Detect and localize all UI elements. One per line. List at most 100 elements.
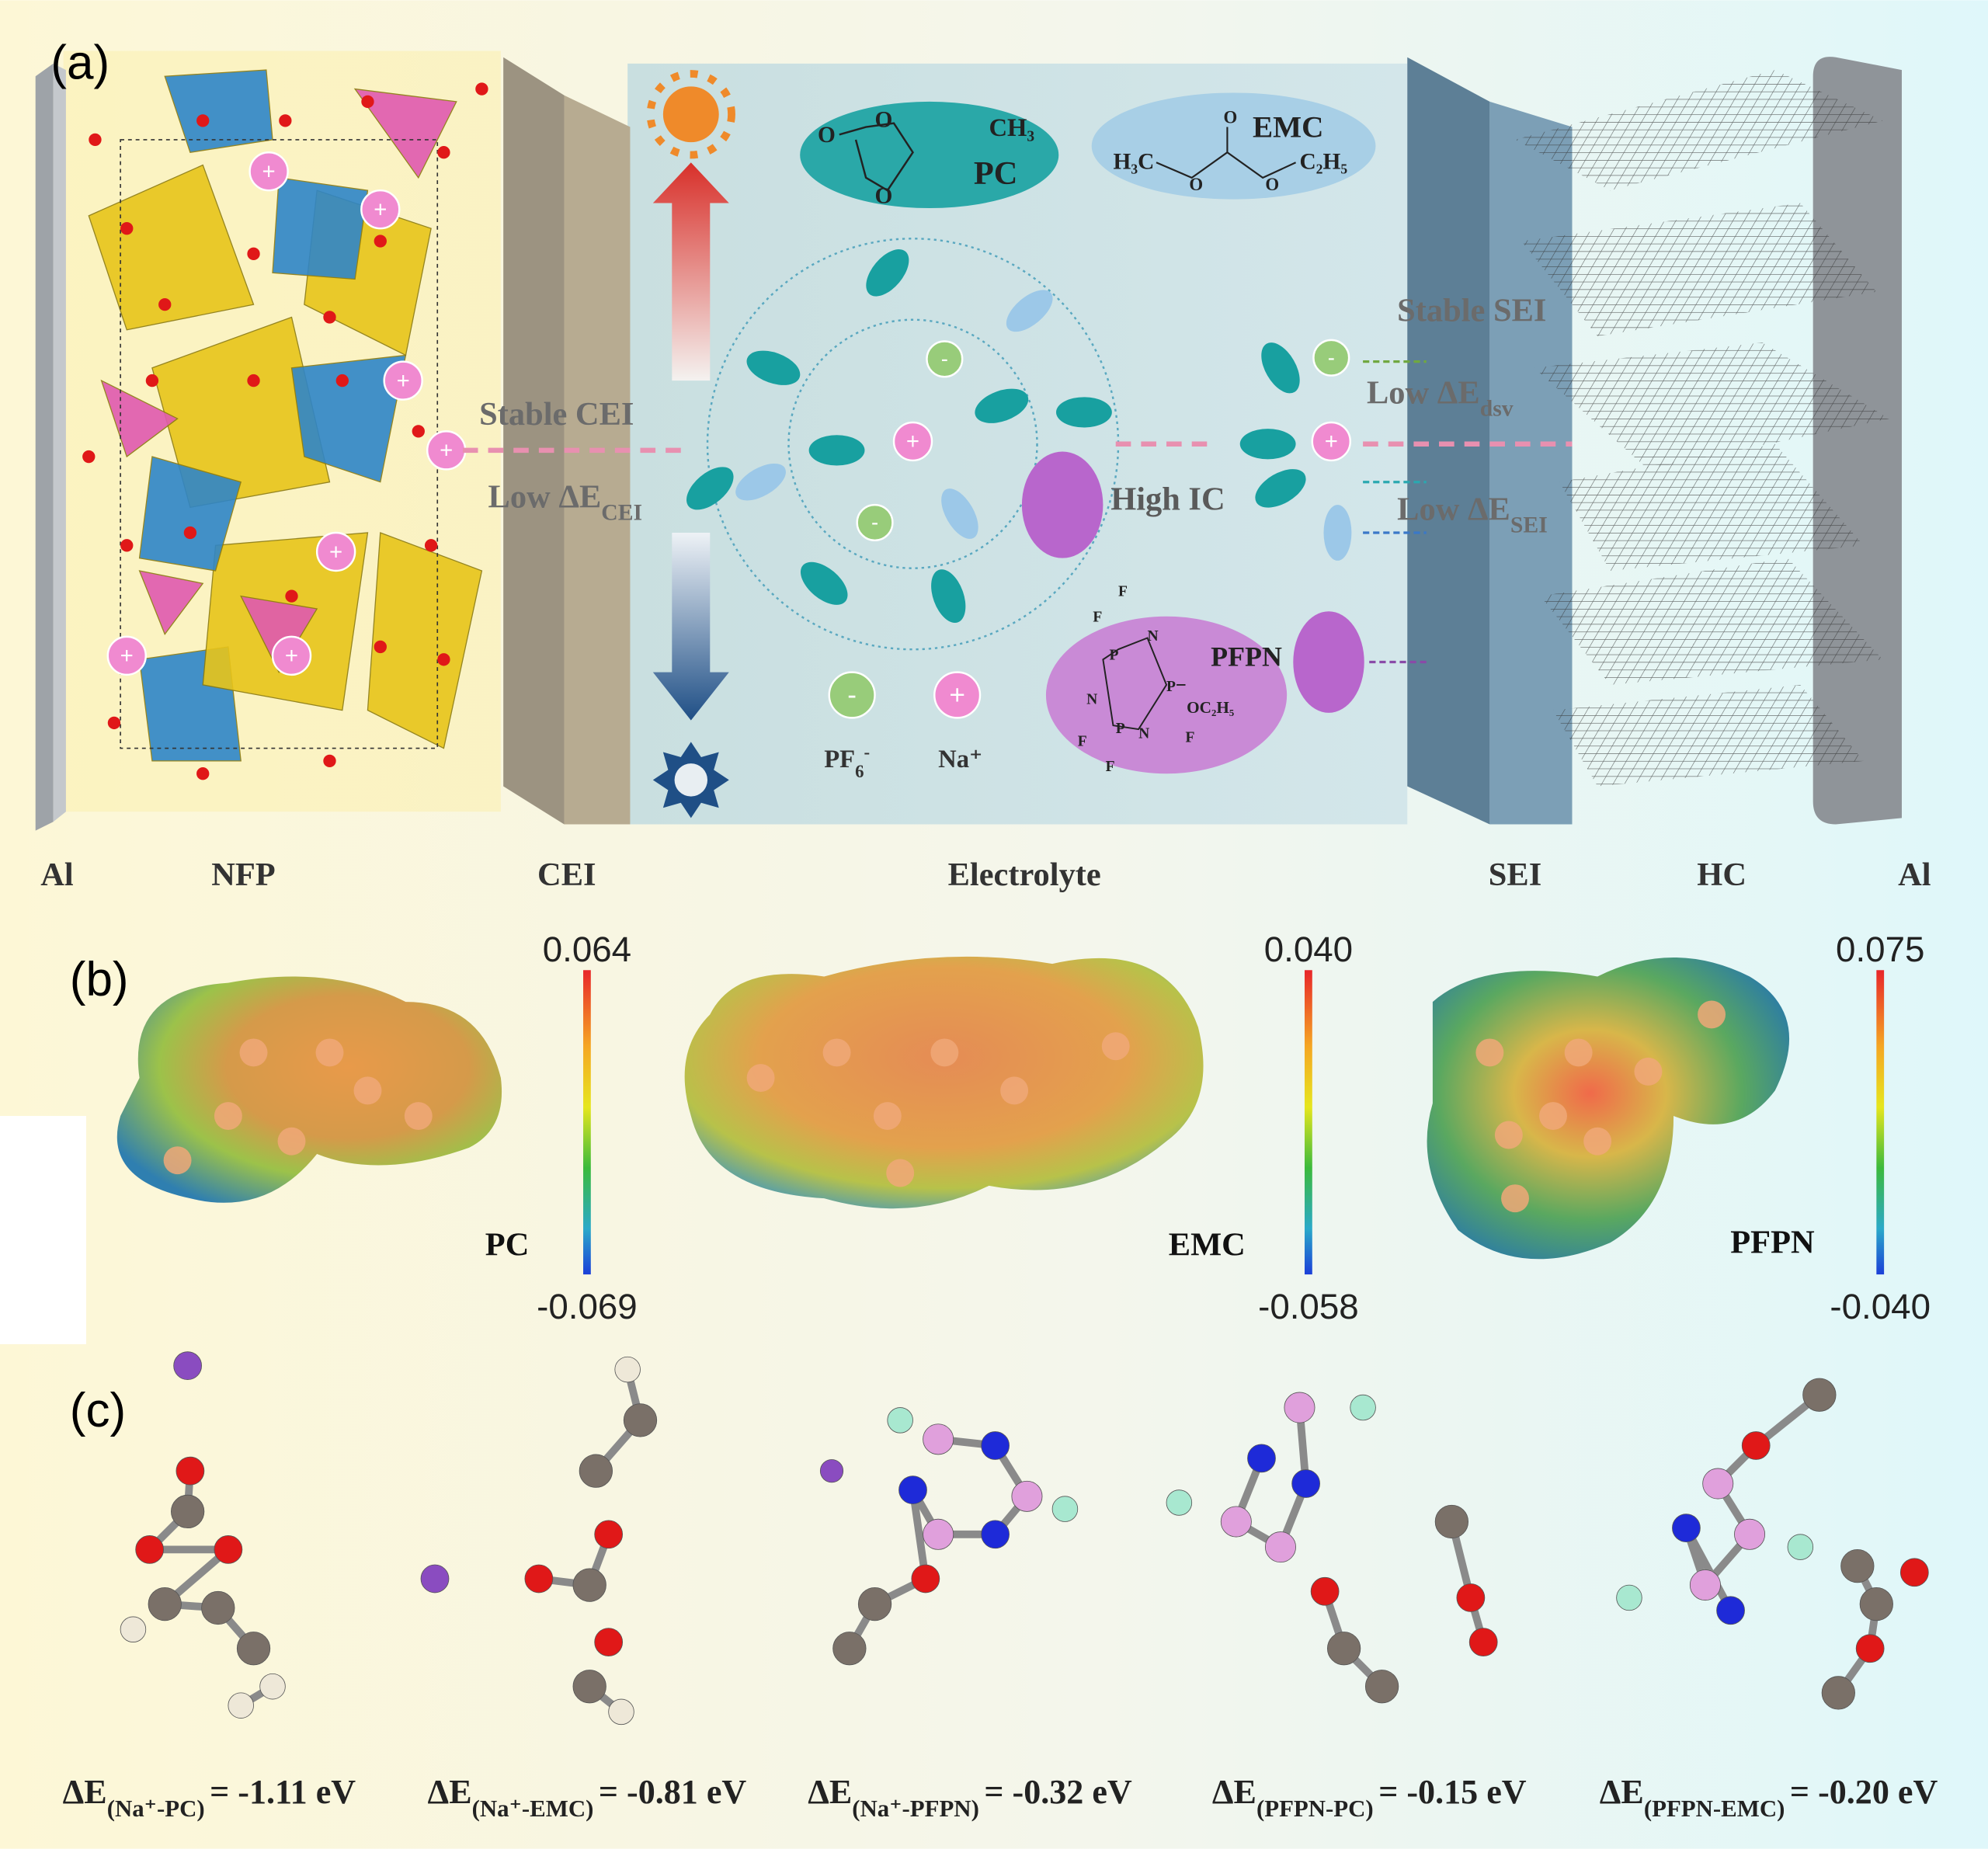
ion	[1312, 339, 1350, 377]
sei-slab	[1489, 101, 1573, 825]
main-text: ΔE	[808, 1773, 852, 1811]
layer-label: NFP	[211, 857, 276, 893]
atom	[1616, 1584, 1642, 1611]
layer-label: SEI	[1489, 857, 1541, 893]
atom	[1583, 1127, 1612, 1156]
sup-text: -	[864, 742, 871, 762]
ion	[315, 531, 356, 572]
atom	[887, 1407, 913, 1434]
atom	[1564, 1038, 1593, 1067]
atom	[420, 1564, 450, 1594]
main-text: Low ΔE	[1367, 374, 1480, 411]
ion	[926, 340, 964, 378]
ion-sign: +	[906, 429, 919, 454]
layer-label: Al	[1898, 857, 1931, 893]
atom	[201, 1590, 235, 1625]
atom	[353, 1076, 382, 1105]
binding-energy: ΔE(Na⁺-PFPN) = -0.32 eV	[808, 1773, 1132, 1822]
atom	[1672, 1514, 1701, 1543]
atom	[1326, 1632, 1361, 1666]
atom	[176, 1456, 205, 1486]
sub-text: dsv	[1480, 396, 1514, 421]
atom	[594, 1628, 624, 1656]
pfpn-molecule	[1021, 451, 1103, 558]
reduction-icon-center	[674, 763, 708, 797]
molecule-name: PC	[974, 155, 1018, 192]
colorbar	[1305, 970, 1312, 1275]
atom	[1702, 1468, 1734, 1500]
atom	[572, 1568, 606, 1602]
ions: + + - - - - +	[462, 249, 1573, 719]
atom	[930, 1038, 959, 1067]
atom	[579, 1454, 613, 1488]
main-text: ΔE	[63, 1773, 107, 1811]
formula-text: CH₃	[989, 114, 1034, 142]
polyhedron	[138, 456, 242, 572]
atom	[163, 1146, 192, 1175]
atom	[171, 1494, 205, 1529]
annotation: Low ΔECEI	[488, 478, 643, 525]
ion-sign: +	[397, 368, 410, 394]
ion	[360, 189, 401, 230]
atom	[524, 1564, 554, 1594]
layer-label: Electrolyte	[948, 857, 1101, 893]
atom	[1468, 1628, 1498, 1656]
colorbar-min: -0.040	[1830, 1287, 1931, 1326]
atom	[1899, 1558, 1929, 1587]
solvent-molecule	[800, 561, 848, 605]
oxygen-atom	[120, 539, 134, 552]
oxygen-atom	[279, 114, 292, 127]
molecule-name: PFPN	[1211, 641, 1282, 672]
binding-energy: ΔE(PFPN-EMC) = -0.20 eV	[1600, 1773, 1938, 1822]
atom	[1741, 1431, 1771, 1460]
atom	[614, 1356, 641, 1383]
molecule-name: EMC	[1253, 111, 1323, 144]
atom-label: N	[1138, 725, 1149, 742]
atom	[1539, 1102, 1567, 1130]
solvent-molecule	[1255, 469, 1306, 508]
ion	[271, 635, 312, 676]
graphene-sheet	[1521, 203, 1877, 336]
oxygen-atom	[335, 374, 349, 388]
solvent-molecule	[808, 435, 865, 466]
oxygen-atom	[196, 114, 210, 127]
atom-label: F	[1093, 609, 1102, 625]
atom	[1011, 1480, 1043, 1512]
atom	[315, 1038, 344, 1067]
unit-cell	[120, 139, 439, 749]
ion	[106, 635, 147, 676]
sun-rays	[646, 70, 735, 159]
panel-label: (a)	[50, 36, 109, 90]
atom-label: N	[1086, 691, 1097, 707]
pfpn-esp-surface	[1427, 957, 1790, 1260]
bond-lines	[1102, 637, 1186, 731]
oxygen-atom	[374, 640, 387, 654]
layer-label: HC	[1697, 857, 1746, 893]
pfpn-molecule-badge	[1045, 616, 1288, 774]
atom-label: P	[1166, 679, 1176, 695]
annotation: Stable CEI	[479, 396, 634, 433]
atom	[214, 1535, 243, 1564]
atom	[1220, 1506, 1252, 1538]
main-text: PF	[824, 746, 855, 773]
atom	[819, 1459, 844, 1483]
solvation-shell-inner	[787, 318, 1038, 569]
atom	[1689, 1569, 1721, 1601]
atom	[148, 1587, 182, 1621]
colorbar	[583, 970, 591, 1275]
atom	[923, 1423, 954, 1455]
oxygen-atom	[247, 247, 260, 260]
atom	[259, 1673, 286, 1700]
atom	[1734, 1518, 1766, 1550]
emc-molecule-badge	[1091, 92, 1376, 200]
oxygen-atom	[475, 82, 488, 96]
oxygen-atom	[158, 297, 172, 311]
atom	[608, 1698, 634, 1726]
ion-sign: +	[374, 196, 387, 222]
atom-label: P	[1116, 721, 1125, 737]
annotation: Stable SEI	[1397, 292, 1546, 328]
annotation: Low ΔEdsv	[1367, 374, 1514, 421]
oxygen-atom	[183, 526, 197, 540]
atom	[1051, 1496, 1079, 1522]
